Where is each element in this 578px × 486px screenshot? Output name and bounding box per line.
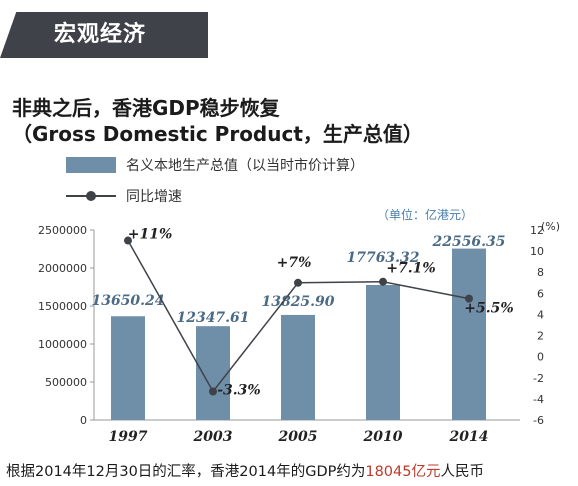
category-label: 1997 xyxy=(109,429,148,445)
category-label: 2010 xyxy=(363,429,403,445)
legend-bar-entry: 名义本地生产总值（以当时市价计算） xyxy=(66,154,364,176)
category-label: 2003 xyxy=(193,429,233,445)
growth-label: +5.5% xyxy=(464,301,513,317)
growth-point xyxy=(124,236,132,245)
gdp-value-label: 13825.90 xyxy=(261,294,334,310)
left-axis-tick-label: 1500000 xyxy=(38,300,87,313)
left-axis-tick-label: 0 xyxy=(80,414,87,427)
growth-point xyxy=(209,387,217,396)
right-axis-tick-label: -6 xyxy=(533,414,544,427)
left-axis-tick-label: 1000000 xyxy=(38,338,87,351)
left-axis-tick-label: 2000000 xyxy=(38,262,87,275)
gdp-value-label: 22556.35 xyxy=(431,234,505,250)
gdp-bar xyxy=(366,284,400,420)
right-axis-tick-label: 4 xyxy=(537,308,544,321)
gdp-value-label: 12347.61 xyxy=(176,310,249,326)
legend-line-entry: 同比增速 xyxy=(66,185,182,207)
legend-line-swatch xyxy=(66,190,116,202)
growth-label: +7% xyxy=(277,255,312,271)
footer-amount: 18045亿元 xyxy=(365,464,441,480)
growth-point xyxy=(379,277,387,286)
growth-point xyxy=(465,294,473,303)
right-axis-tick-label: 12 xyxy=(530,224,544,237)
gdp-bar xyxy=(452,248,486,420)
gdp-bar xyxy=(281,314,315,420)
right-axis-tick-label: 10 xyxy=(530,245,544,258)
right-axis-tick-label: 8 xyxy=(537,266,544,279)
right-axis-tick-label: 0 xyxy=(537,351,544,364)
right-axis-unit: (%) xyxy=(541,220,561,233)
right-axis-tick-label: -2 xyxy=(533,372,544,385)
legend-bar-swatch xyxy=(66,157,116,173)
footer-note: 根据2014年12月30日的汇率，香港2014年的GDP约为18045亿元人民币 xyxy=(6,460,484,481)
headline: 非典之后，香港GDP稳步恢复 xyxy=(12,96,280,120)
unit-note: （单位：亿港元） xyxy=(377,208,474,222)
right-axis-tick-label: -4 xyxy=(533,393,544,406)
category-label: 2005 xyxy=(278,429,318,445)
footer-suffix: 人民币 xyxy=(440,464,485,480)
growth-label: +7.1% xyxy=(386,261,435,277)
legend-line-label: 同比增速 xyxy=(126,189,182,205)
gdp-value-label: 13650.24 xyxy=(91,293,164,309)
gdp-bar xyxy=(111,316,145,420)
left-axis-tick-label: 500000 xyxy=(45,376,87,389)
gdp-value-label: 17763.32 xyxy=(346,250,419,266)
legend-bar-label: 名义本地生产总值（以当时市价计算） xyxy=(126,158,364,174)
right-axis-tick-label: 2 xyxy=(537,330,544,343)
growth-point xyxy=(294,278,302,287)
section-tag-label: 宏观经济 xyxy=(54,22,147,47)
section-tag: 宏观经济 xyxy=(0,12,208,58)
right-axis-tick-label: 6 xyxy=(537,287,544,300)
gdp-bar xyxy=(196,326,230,420)
category-label: 2014 xyxy=(449,429,489,445)
growth-label: +11% xyxy=(128,227,173,243)
left-axis-tick-label: 2500000 xyxy=(38,224,87,237)
footer-prefix: 根据2014年12月30日的汇率，香港2014年的GDP约为 xyxy=(6,464,366,480)
subheadline: （Gross Domestic Product，生产总值） xyxy=(12,122,423,146)
growth-label: -3.3% xyxy=(217,383,260,399)
